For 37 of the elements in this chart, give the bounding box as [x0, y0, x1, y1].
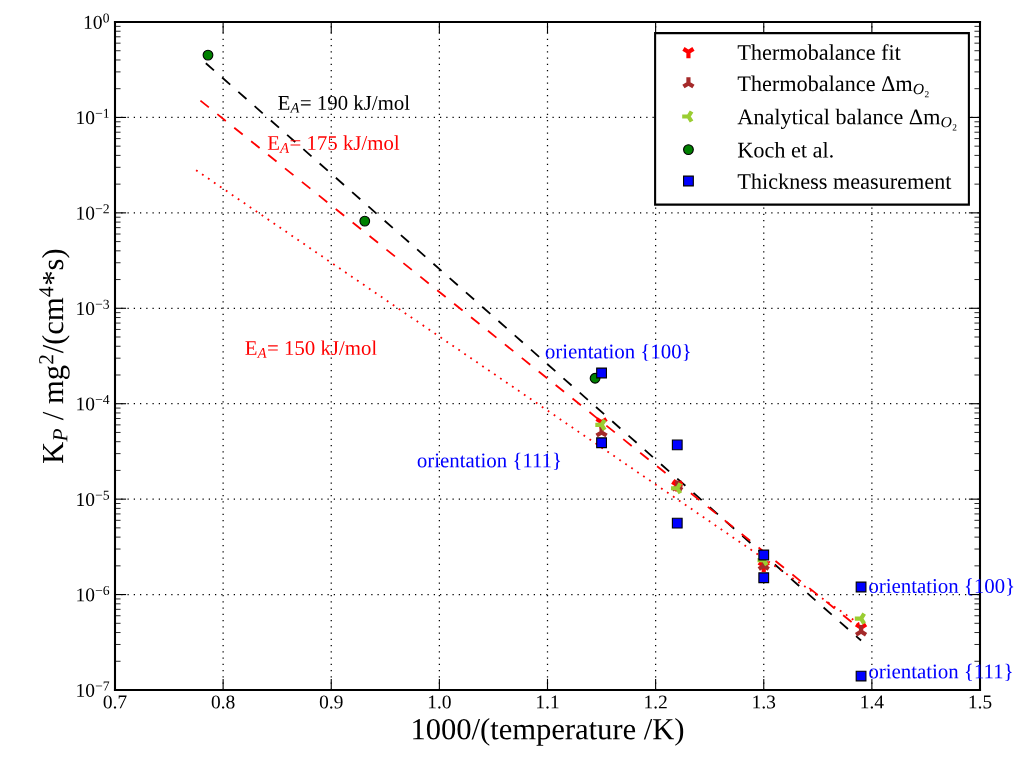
x-tick-label: 1.1: [537, 695, 559, 709]
y-tick-label: 10$^{−2}$: [77, 204, 109, 220]
x-tick-label: 1.0: [428, 695, 451, 709]
y-tick-label: 10$^{−5}$: [77, 490, 110, 507]
y-tick-label: 10$^{−3}$: [77, 299, 110, 316]
point: [359, 215, 371, 227]
x-tick-label: 1.4: [861, 695, 884, 709]
point: [671, 439, 683, 451]
x-tick-label: 1.5: [969, 695, 992, 709]
legend-label: Thermobalance Δm$_{O₂}$: [737, 75, 929, 98]
point: [202, 49, 214, 61]
x-tick-label: 0.9: [319, 695, 343, 709]
y-tick-label: 10$^{0}$: [84, 13, 109, 29]
annotation: E$_{A}$= 175 kJ/mol: [267, 135, 400, 153]
x-tick-label: 0.7: [103, 695, 127, 709]
point: [596, 437, 607, 449]
legend-label: Analytical balance Δm$_{O₂}$: [737, 108, 957, 131]
y-tick-label: 10$^{−6}$: [77, 585, 110, 602]
point: [852, 611, 867, 626]
y-axis-title: K$_{P}$ / mg$^{2}$/(cm$^{4}$*s): [39, 249, 70, 463]
annotation: E$_{A}$= 190 kJ/mol: [278, 95, 410, 113]
y-tick-label: 10$^{−1}$: [77, 108, 109, 125]
annotation: E$_{A}$= 150 kJ/mol: [245, 340, 377, 358]
x-axis-title: 1000/(temperature /K): [413, 718, 684, 746]
annotation: orientation {111}: [417, 452, 561, 471]
point: [758, 549, 770, 561]
legend-label: Thickness measurement: [737, 173, 952, 190]
point: [671, 517, 683, 529]
x-tick-label: 1.2: [645, 695, 667, 709]
x-tick-label: 1.3: [753, 695, 776, 709]
legend-label: Thermobalance fit: [737, 44, 901, 60]
legend-label: Koch et al.: [737, 141, 833, 158]
point: [596, 367, 607, 379]
annotation: orientation {100}: [545, 343, 690, 362]
x-tick-label: 0.8: [211, 695, 235, 709]
y-tick-label: 10$^{−4}$: [77, 395, 110, 411]
point: [758, 572, 770, 584]
